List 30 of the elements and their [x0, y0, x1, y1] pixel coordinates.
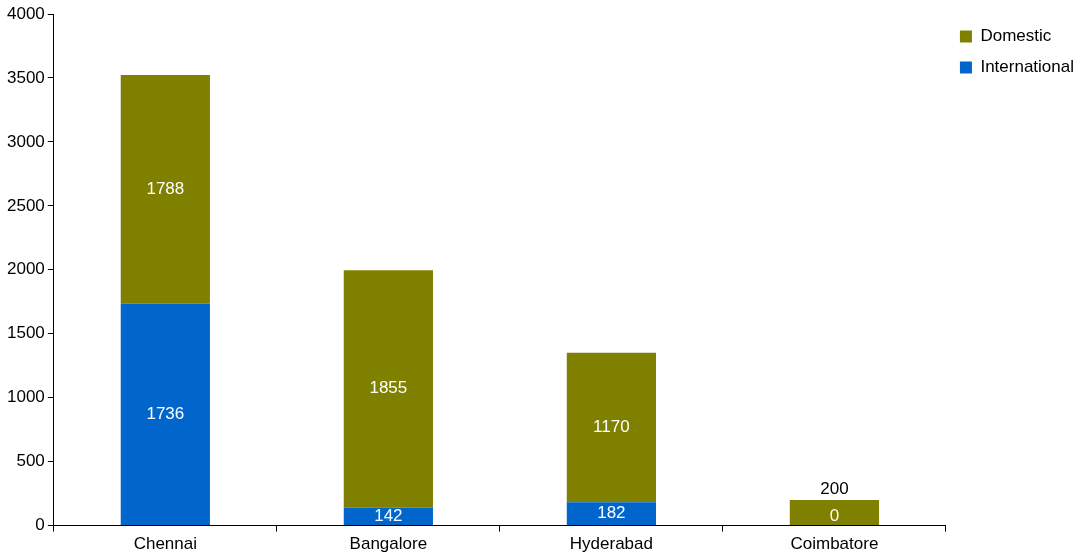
x-tick-label: Coimbatore: [790, 534, 879, 554]
y-tick-label: 500: [16, 451, 45, 471]
bar: [343, 507, 433, 526]
bar: [120, 303, 210, 526]
y-tick-label: 1000: [6, 387, 45, 407]
data-label: 1736: [146, 404, 185, 424]
x-tick-label: Chennai: [133, 534, 197, 554]
x-tick-label: Hyderabad: [569, 534, 653, 554]
bar: [566, 502, 656, 526]
data-label: 1855: [369, 378, 408, 398]
data-label: 182: [597, 503, 626, 523]
x-tick-label: Bangalore: [349, 534, 428, 554]
y-tick-label: 0: [35, 515, 45, 535]
bar: [120, 74, 210, 304]
bar: [343, 270, 433, 508]
legend-label: International: [980, 57, 1075, 77]
y-tick-label: 3500: [6, 67, 45, 87]
legend-label: Domestic: [980, 26, 1052, 46]
bar: [789, 500, 880, 526]
y-tick-label: 4000: [6, 3, 45, 23]
data-label: 200: [820, 478, 849, 498]
y-tick-label: 3000: [6, 131, 45, 151]
data-label: 1170: [593, 417, 630, 437]
y-tick-label: 2000: [6, 259, 45, 279]
data-label: 0: [829, 506, 840, 526]
data-label: 142: [374, 505, 403, 525]
y-tick-label: 1500: [6, 323, 45, 343]
y-tick-label: 2500: [6, 195, 45, 215]
bar: [566, 352, 656, 503]
data-label: 1788: [146, 178, 185, 198]
